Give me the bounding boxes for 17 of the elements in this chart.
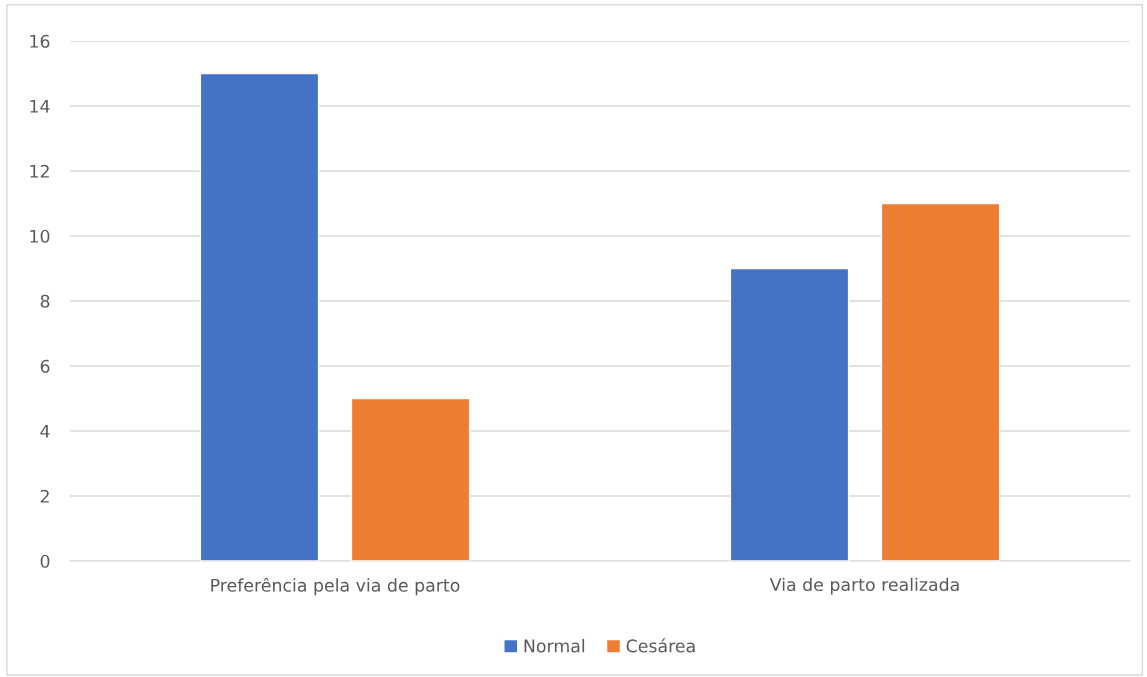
y-tick-label: 12 <box>30 164 49 178</box>
y-tick-label: 0 <box>40 554 50 568</box>
y-tick-label: 10 <box>30 229 50 243</box>
bar <box>880 202 1001 561</box>
bar <box>729 267 850 561</box>
x-tick-label: Preferência pela via de parto <box>211 577 460 596</box>
legend-label: Normal <box>524 639 585 653</box>
y-tick-label: 4 <box>40 424 50 438</box>
y-tick-label: 2 <box>40 489 49 503</box>
bar <box>350 397 471 561</box>
y-tick-label: 14 <box>30 99 50 113</box>
x-tick-label: Via de parto realizada <box>769 577 959 595</box>
legend-label: Cesárea <box>626 638 695 653</box>
y-tick-label: 8 <box>40 294 50 308</box>
bar <box>199 72 320 561</box>
y-tick-label: 16 <box>30 34 50 48</box>
y-tick-label: 6 <box>40 359 50 373</box>
